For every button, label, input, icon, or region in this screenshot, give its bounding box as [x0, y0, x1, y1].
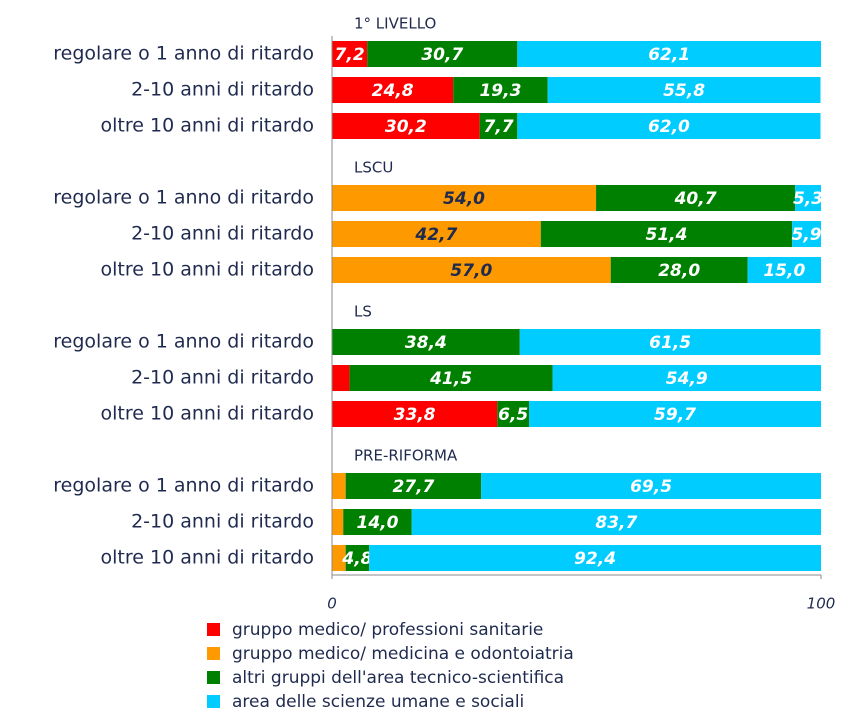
bar-segment [792, 221, 821, 247]
value-label: 57,0 [450, 261, 492, 281]
legend-label: gruppo medico/ medicina e odontoiatria [232, 644, 574, 664]
value-label: 5,3 [793, 189, 823, 209]
value-label: 24,8 [372, 81, 414, 101]
bar-segment [497, 401, 530, 427]
value-label: 5,9 [792, 225, 822, 245]
row-label: regolare o 1 anno di ritardo [53, 187, 314, 209]
group-label: PRE-RIFORMA [354, 447, 458, 465]
bar-segment [332, 257, 611, 283]
value-label: 42,7 [414, 225, 457, 245]
value-label: 83,7 [595, 513, 637, 533]
row-label: regolare o 1 anno di ritardo [53, 43, 314, 65]
legend-swatch [207, 623, 220, 636]
value-label: 30,7 [421, 45, 463, 65]
x-tick-label: 100 [807, 595, 836, 613]
row-label: oltre 10 anni di ritardo [101, 115, 314, 137]
row-label: 2-10 anni di ritardo [131, 511, 314, 533]
bar-segment [332, 41, 368, 67]
x-tick-label: 0 [327, 595, 337, 613]
legend-label: altri gruppi dell'area tecnico-scientifi… [232, 668, 564, 688]
value-label: 54,0 [443, 189, 485, 209]
bar-segment [332, 185, 597, 211]
value-label: 54,9 [666, 369, 708, 389]
bar-segment [332, 221, 541, 247]
row-label: oltre 10 anni di ritardo [101, 547, 314, 569]
row-label: oltre 10 anni di ritardo [101, 259, 314, 281]
bar-segment [332, 509, 344, 535]
bar-segment [345, 473, 482, 499]
bar-segment [747, 257, 821, 283]
bar-segment [610, 257, 748, 283]
value-label: 62,1 [648, 45, 690, 65]
value-label: 28,0 [658, 261, 700, 281]
value-label: 19,3 [479, 81, 521, 101]
value-label: 27,7 [392, 477, 434, 497]
bar-segment [332, 77, 454, 103]
bar-segment [332, 545, 346, 571]
row-label: regolare o 1 anno di ritardo [53, 331, 314, 353]
value-label: 59,7 [654, 405, 696, 425]
value-label: 30,2 [385, 117, 427, 137]
bar-segment [349, 365, 553, 391]
row-label: 2-10 anni di ritardo [131, 223, 314, 245]
row-label: regolare o 1 anno di ritardo [53, 475, 314, 497]
value-label: 62,0 [648, 117, 690, 137]
row-label: 2-10 anni di ritardo [131, 79, 314, 101]
bar-segment [332, 329, 520, 355]
bar-segment [540, 221, 793, 247]
group-label: LS [354, 303, 372, 321]
bar-segment [481, 473, 821, 499]
bar-segment [369, 545, 821, 571]
value-label: 33,8 [394, 405, 436, 425]
value-label: 41,5 [429, 369, 472, 389]
value-label: 6,5 [498, 405, 528, 425]
bar-segment [332, 401, 498, 427]
row-label: oltre 10 anni di ritardo [101, 403, 314, 425]
value-label: 14,0 [357, 513, 399, 533]
value-label: 7,2 [335, 45, 365, 65]
bar-segment [517, 41, 821, 67]
legend-swatch [207, 695, 220, 708]
value-label: 92,4 [574, 549, 616, 569]
bar-segment [517, 113, 821, 139]
value-label: 7,7 [483, 117, 513, 137]
legend-swatch [207, 671, 220, 684]
value-label: 38,4 [405, 333, 447, 353]
bar-segment [453, 77, 548, 103]
group-label: LSCU [354, 159, 393, 177]
bar-segment [367, 41, 518, 67]
legend-label: gruppo medico/ professioni sanitarie [232, 620, 543, 640]
bar-segment [552, 365, 821, 391]
value-label: 15,0 [763, 261, 805, 281]
bar-segment [547, 77, 821, 103]
value-label: 4,8 [341, 549, 372, 569]
bar-segment [411, 509, 821, 535]
group-label: 1° LIVELLO [354, 15, 436, 33]
bar-segment [332, 113, 480, 139]
bar-segment [332, 365, 350, 391]
bar-segment [345, 545, 370, 571]
legend-label: area delle scienze umane e sociali [232, 692, 524, 711]
value-label: 51,4 [645, 225, 687, 245]
value-label: 61,5 [649, 333, 691, 353]
bar-segment [343, 509, 412, 535]
row-label: 2-10 anni di ritardo [131, 367, 314, 389]
bar-segment [332, 473, 346, 499]
bar-segment [795, 185, 821, 211]
bar-segment [519, 329, 821, 355]
value-label: 69,5 [630, 477, 672, 497]
value-label: 55,8 [663, 81, 705, 101]
value-label: 40,7 [674, 189, 717, 209]
bar-segment [529, 401, 821, 427]
bar-segment [479, 113, 518, 139]
legend-swatch [207, 647, 220, 660]
bar-segment [596, 185, 796, 211]
